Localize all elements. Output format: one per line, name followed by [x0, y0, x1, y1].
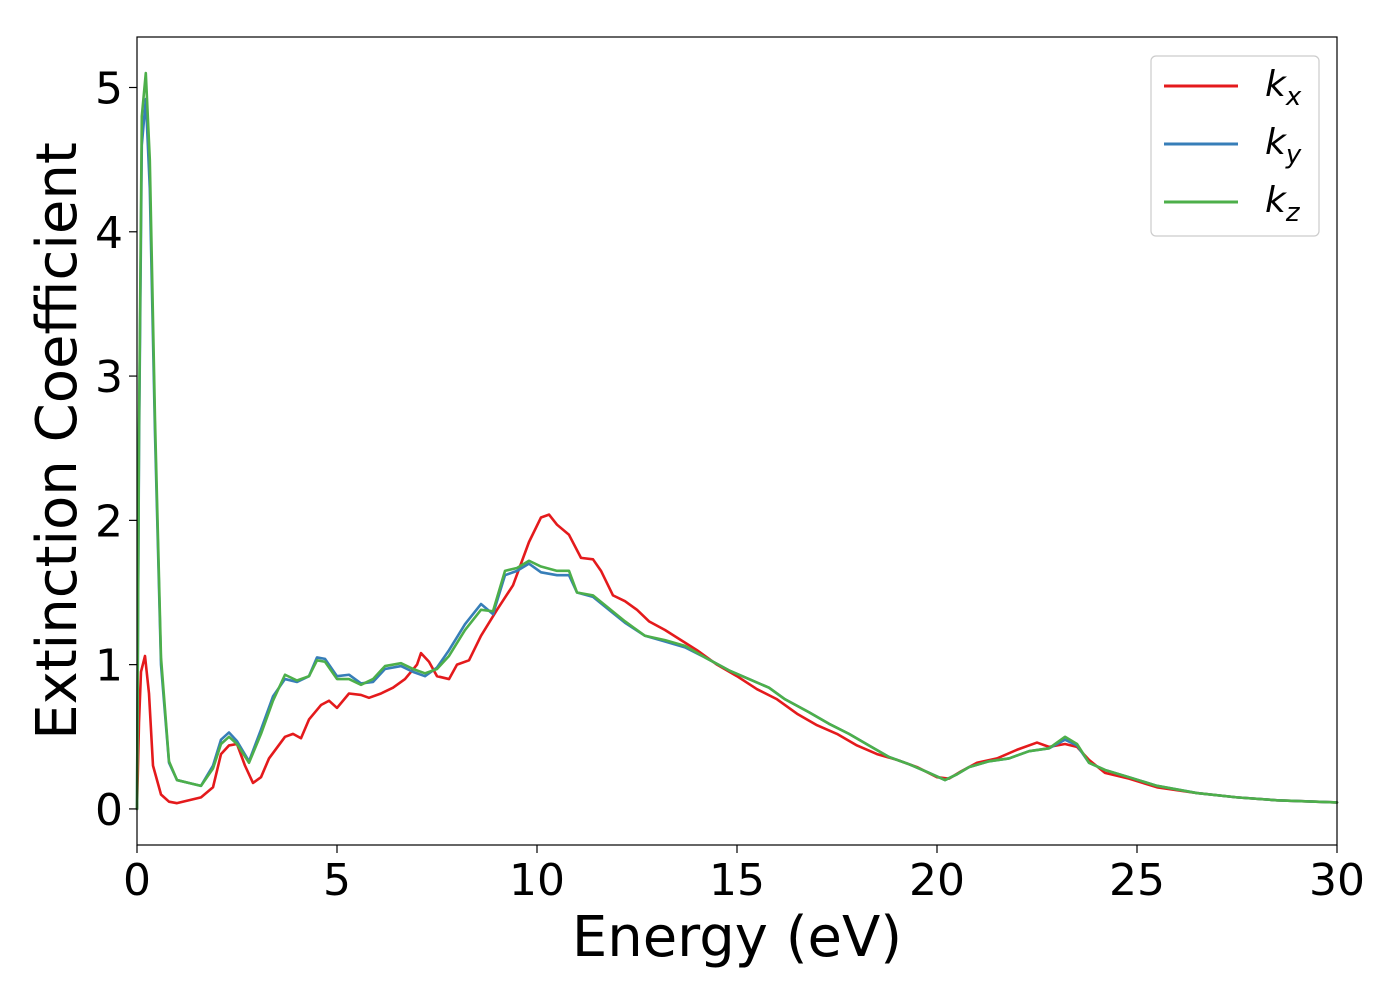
x-tick-label: 0 [123, 855, 151, 906]
x-axis-label: Energy (eV) [572, 905, 902, 970]
x-tick-label: 30 [1309, 855, 1365, 906]
legend-label-kz: kz [1265, 180, 1301, 228]
x-tick-label: 20 [909, 855, 965, 906]
y-tick-label: 1 [95, 641, 123, 692]
x-tick-label: 5 [323, 855, 351, 906]
legend-entries: kx ky kz [1164, 64, 1302, 228]
series-layer [135, 71, 1339, 811]
x-axis-ticks: 0 5 10 15 20 25 30 [123, 845, 1365, 906]
legend: kx ky kz [1150, 55, 1320, 237]
x-tick-label: 10 [509, 855, 565, 906]
y-tick-label: 5 [95, 64, 123, 115]
x-tick-label: 15 [709, 855, 765, 906]
y-tick-label: 3 [95, 352, 123, 403]
y-tick-label: 2 [95, 496, 123, 547]
y-axis-label: Extinction Coefficient [25, 142, 90, 740]
y-axis-ticks: 0 1 2 3 4 5 [95, 64, 137, 836]
legend-box [1150, 55, 1320, 237]
legend-label-ky: ky [1265, 122, 1302, 170]
x-tick-label: 25 [1109, 855, 1165, 906]
y-tick-label: 0 [95, 785, 123, 836]
legend-label-kx: kx [1265, 64, 1302, 112]
y-tick-label: 4 [95, 208, 123, 259]
series-line-kz [135, 71, 1339, 811]
